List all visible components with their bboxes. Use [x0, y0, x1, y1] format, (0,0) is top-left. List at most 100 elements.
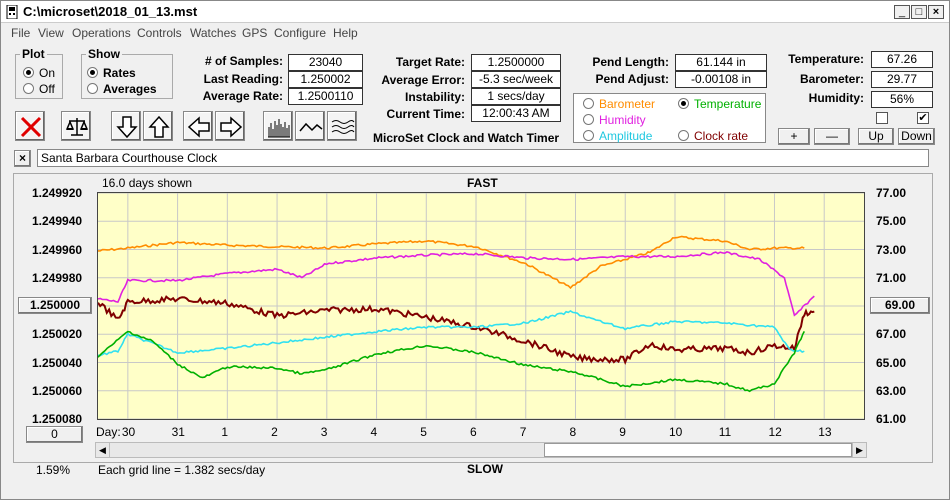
radio-dot — [23, 67, 34, 78]
temperature-label: Temperature: — [788, 52, 864, 66]
show-averages-radio[interactable]: Averages — [87, 82, 157, 96]
radio-dot — [583, 114, 594, 125]
average-rate-value: 1.2500110 — [288, 88, 363, 105]
barometer-series-radio[interactable]: Barometer — [583, 97, 655, 111]
instability-label: Instability: — [404, 90, 465, 104]
menu-operations[interactable]: Operations — [72, 26, 131, 40]
left-checkbox[interactable] — [876, 112, 888, 124]
x-tick-label: 1 — [221, 425, 228, 439]
center-rate-button[interactable]: 1.250000 — [18, 297, 92, 314]
menu-bar: File View Operations Controls Watches GP… — [1, 24, 949, 42]
plus-button[interactable]: + — [778, 128, 810, 145]
temperature-series-label: Temperature — [694, 97, 762, 111]
y-right-tick-label: 67.00 — [876, 327, 907, 342]
wave-button[interactable] — [295, 111, 325, 141]
maximize-button[interactable]: □ — [911, 5, 927, 19]
slow-label: SLOW — [467, 462, 503, 476]
multiwave-button[interactable] — [327, 111, 357, 141]
clock-name-field[interactable]: Santa Barbara Courthouse Clock — [37, 149, 929, 167]
barometer-value: 29.77 — [871, 71, 933, 88]
series-line-amplitude — [97, 309, 805, 357]
scroll-right-arrow-icon[interactable]: ▶ — [852, 443, 866, 457]
right-checkbox[interactable]: ✔ — [917, 112, 929, 124]
amplitude-series-radio[interactable]: Amplitude — [583, 129, 652, 143]
arrow-down-button[interactable] — [111, 111, 141, 141]
scroll-left-arrow-icon[interactable]: ◀ — [96, 443, 110, 457]
y-right-tick-label: 65.00 — [876, 355, 907, 370]
center-temp-button[interactable]: 69.00 — [870, 297, 930, 314]
plot-off-radio[interactable]: Off — [23, 82, 55, 96]
grid-note: Each grid line = 1.382 secs/day — [98, 463, 266, 477]
menu-configure[interactable]: Configure — [274, 26, 327, 40]
arrow-down-icon — [116, 116, 138, 139]
arrow-left-icon — [187, 116, 210, 138]
time-scrollbar[interactable]: ◀ ▶ — [95, 442, 867, 458]
y-right-tick-label: 73.00 — [876, 242, 907, 257]
radio-dot — [583, 130, 594, 141]
menu-help[interactable]: Help — [333, 26, 358, 40]
plot-group-label: Plot — [22, 47, 45, 61]
y-left-tick-label: 1.249920 — [32, 186, 83, 200]
series-selector — [573, 93, 766, 143]
down-button[interactable]: Down — [898, 128, 935, 145]
radio-dot — [678, 98, 689, 109]
x-tick-label: 5 — [420, 425, 427, 439]
red-x-icon — [20, 116, 42, 138]
y-left-tick-label: 1.250040 — [32, 355, 83, 370]
show-rates-radio[interactable]: Rates — [87, 66, 136, 80]
series-line-barometer — [97, 235, 805, 290]
arrow-up-button[interactable] — [143, 111, 173, 141]
days-shown: 16.0 days shown — [102, 176, 193, 190]
samples-value: 23040 — [288, 54, 363, 71]
scroll-thumb[interactable] — [544, 443, 852, 457]
app-caption: MicroSet Clock and Watch Timer — [373, 131, 560, 145]
histogram-icon — [268, 119, 290, 138]
humidity-value: 56% — [871, 91, 933, 108]
menu-view[interactable]: View — [38, 26, 64, 40]
menu-controls[interactable]: Controls — [137, 26, 182, 40]
stop-button[interactable] — [15, 111, 45, 141]
clock-rate-series-label: Clock rate — [694, 129, 749, 143]
clear-name-button[interactable]: × — [14, 150, 31, 167]
plot-on-radio[interactable]: On — [23, 66, 55, 80]
menu-gps[interactable]: GPS — [242, 26, 268, 40]
plot-off-label: Off — [39, 82, 55, 96]
y-left-tick-label: 1.249960 — [32, 242, 83, 257]
humidity-series-radio[interactable]: Humidity — [583, 113, 646, 127]
up-button[interactable]: Up — [858, 128, 894, 145]
series-line-humidity — [97, 251, 815, 317]
samples-label: # of Samples: — [204, 54, 283, 68]
y-right-tick-label: 77.00 — [876, 186, 907, 200]
zero-button[interactable]: 0 — [26, 426, 83, 443]
fast-label: FAST — [467, 176, 498, 190]
minimize-button[interactable]: _ — [894, 5, 910, 19]
target-rate-value: 1.2500000 — [471, 54, 561, 71]
radio-dot — [583, 98, 594, 109]
radio-dot — [23, 83, 34, 94]
multi-wave-icon — [331, 120, 355, 134]
balance-button[interactable] — [61, 111, 91, 141]
close-window-button[interactable]: × — [928, 5, 944, 19]
humidity-label: Humidity: — [808, 91, 864, 105]
x-tick-label: 7 — [519, 425, 527, 439]
histogram-button[interactable] — [263, 111, 293, 141]
y-right-tick-label: 63.00 — [876, 383, 907, 398]
day-label: Day: — [96, 425, 121, 439]
temperature-series-radio[interactable]: Temperature — [678, 97, 761, 111]
arrow-left-button[interactable] — [183, 111, 213, 141]
window-title: C:\microset\2018_01_13.mst — [23, 4, 198, 19]
show-rates-label: Rates — [103, 66, 136, 80]
show-group-label: Show — [88, 47, 120, 61]
amplitude-series-label: Amplitude — [599, 129, 653, 143]
clock-rate-series-radio[interactable]: Clock rate — [678, 129, 748, 143]
pend-adjust-value: -0.00108 in — [675, 71, 767, 88]
x-tick-label: 4 — [370, 425, 378, 439]
menu-watches[interactable]: Watches — [190, 26, 237, 40]
arrow-right-button[interactable] — [215, 111, 245, 141]
menu-file[interactable]: File — [11, 26, 31, 40]
x-tick-label: 6 — [470, 425, 477, 439]
minus-button[interactable]: — — [814, 128, 850, 145]
humidity-series-label: Humidity — [599, 113, 646, 127]
y-left-tick-label: 1.250020 — [32, 327, 83, 342]
